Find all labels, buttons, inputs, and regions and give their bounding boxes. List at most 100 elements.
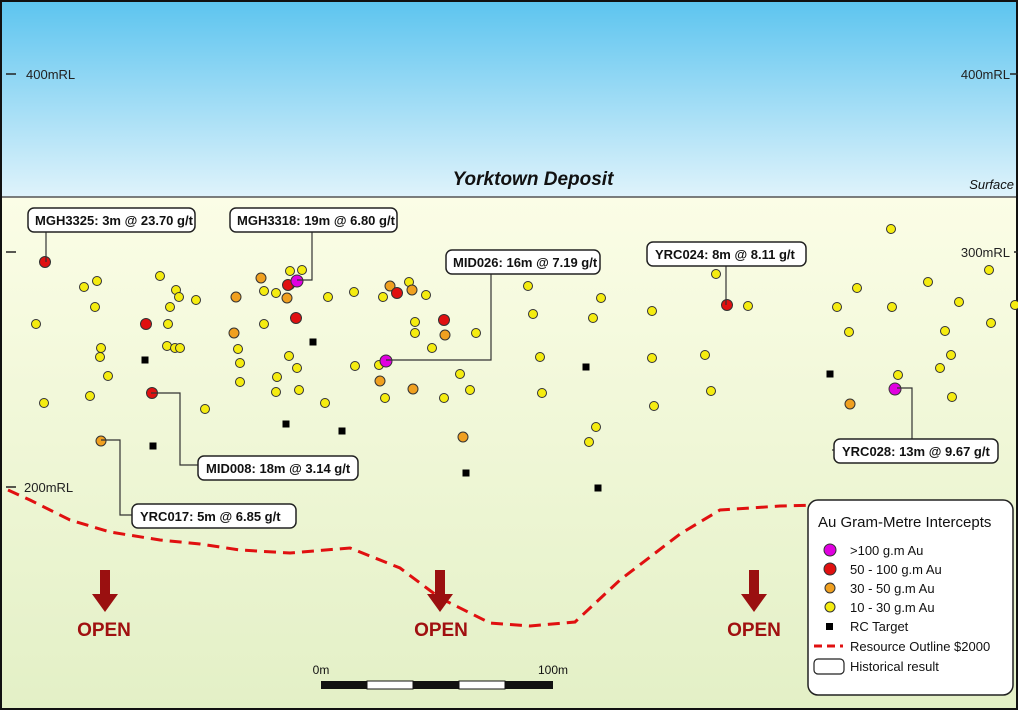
callout-mid026: MID026: 16m @ 7.19 g/t xyxy=(446,250,600,274)
intercept-10-30 xyxy=(985,266,994,275)
intercept-10-30 xyxy=(234,345,243,354)
scale-segment xyxy=(413,681,459,689)
intercept-10-30 xyxy=(351,362,360,371)
intercept-10-30 xyxy=(1011,301,1018,310)
intercept-10-30 xyxy=(924,278,933,287)
intercept-gt100 xyxy=(291,275,303,287)
level-200-left-label: 200mRL xyxy=(24,480,73,495)
legend: Au Gram-Metre Intercepts >100 g.m Au 50 … xyxy=(808,500,1013,695)
legend-swatch-10-30 xyxy=(825,602,835,612)
intercept-30-50 xyxy=(231,292,241,302)
callout-yrc017: YRC017: 5m @ 6.85 g/t xyxy=(132,504,296,528)
callout-mgh3318: MGH3318: 19m @ 6.80 g/t xyxy=(230,208,397,232)
intercept-10-30 xyxy=(175,293,184,302)
intercept-10-30 xyxy=(948,393,957,402)
intercept-50-100 xyxy=(291,313,302,324)
legend-swatch-historical xyxy=(814,659,844,674)
section-title: Yorktown Deposit xyxy=(453,169,614,190)
intercept-10-30 xyxy=(272,388,281,397)
surface-label: Surface xyxy=(969,177,1014,192)
callout-label: MID026: 16m @ 7.19 g/t xyxy=(453,255,598,270)
intercept-10-30 xyxy=(456,370,465,379)
intercept-10-30 xyxy=(947,351,956,360)
scale-segment xyxy=(367,681,413,689)
intercept-10-30 xyxy=(941,327,950,336)
callout-yrc024: YRC024: 8m @ 8.11 g/t xyxy=(647,242,806,266)
intercept-30-50 xyxy=(229,328,239,338)
intercept-10-30 xyxy=(536,353,545,362)
intercept-10-30 xyxy=(466,386,475,395)
intercept-10-30 xyxy=(472,329,481,338)
scale-segment xyxy=(505,681,553,689)
intercept-10-30 xyxy=(707,387,716,396)
level-400-right-label: 400mRL xyxy=(961,67,1010,82)
legend-swatch-gt100 xyxy=(824,544,836,556)
intercept-30-50 xyxy=(408,384,418,394)
intercept-10-30 xyxy=(422,291,431,300)
intercept-10-30 xyxy=(650,402,659,411)
intercept-10-30 xyxy=(833,303,842,312)
scale-segment xyxy=(321,681,367,689)
callout-label: YRC028: 13m @ 9.67 g/t xyxy=(842,444,990,459)
rc-target-marker xyxy=(827,371,834,378)
intercept-10-30 xyxy=(936,364,945,373)
intercept-10-30 xyxy=(744,302,753,311)
legend-label-gt100: >100 g.m Au xyxy=(850,543,923,558)
intercept-10-30 xyxy=(955,298,964,307)
intercept-10-30 xyxy=(164,320,173,329)
intercept-30-50 xyxy=(458,432,468,442)
rc-target-marker xyxy=(283,421,290,428)
intercept-10-30 xyxy=(32,320,41,329)
intercept-10-30 xyxy=(236,378,245,387)
rc-target-marker xyxy=(583,364,590,371)
intercept-10-30 xyxy=(295,386,304,395)
legend-label-30-50: 30 - 50 g.m Au xyxy=(850,581,935,596)
legend-swatch-50-100 xyxy=(824,563,836,575)
intercept-10-30 xyxy=(156,272,165,281)
rc-target-marker xyxy=(339,428,346,435)
legend-label-rc-target: RC Target xyxy=(850,619,909,634)
intercept-10-30 xyxy=(411,318,420,327)
callout-mgh3325: MGH3325: 3m @ 23.70 g/t xyxy=(28,208,195,232)
intercept-10-30 xyxy=(648,354,657,363)
intercept-10-30 xyxy=(894,371,903,380)
intercept-10-30 xyxy=(91,303,100,312)
intercept-10-30 xyxy=(260,287,269,296)
intercept-30-50 xyxy=(407,285,417,295)
intercept-10-30 xyxy=(93,277,102,286)
intercept-10-30 xyxy=(192,296,201,305)
intercept-50-100 xyxy=(439,315,450,326)
intercept-10-30 xyxy=(887,225,896,234)
intercept-10-30 xyxy=(589,314,598,323)
scale-start-label: 0m xyxy=(313,663,330,677)
intercept-10-30 xyxy=(538,389,547,398)
callout-yrc028: YRC028: 13m @ 9.67 g/t xyxy=(834,439,998,463)
legend-label-historical: Historical result xyxy=(850,659,939,674)
intercept-50-100 xyxy=(40,257,51,268)
intercept-10-30 xyxy=(987,319,996,328)
intercept-10-30 xyxy=(701,351,710,360)
intercept-10-30 xyxy=(273,373,282,382)
intercept-10-30 xyxy=(285,352,294,361)
intercept-10-30 xyxy=(272,289,281,298)
intercept-30-50 xyxy=(440,330,450,340)
intercept-10-30 xyxy=(96,353,105,362)
intercept-10-30 xyxy=(80,283,89,292)
intercept-gt100 xyxy=(380,355,392,367)
intercept-10-30 xyxy=(166,303,175,312)
scale-segment xyxy=(459,681,505,689)
level-300-right-label: 300mRL xyxy=(961,245,1010,260)
rc-target-marker xyxy=(595,485,602,492)
intercept-10-30 xyxy=(86,392,95,401)
intercept-10-30 xyxy=(260,320,269,329)
intercept-10-30 xyxy=(176,344,185,353)
legend-label-50-100: 50 - 100 g.m Au xyxy=(850,562,942,577)
intercept-30-50 xyxy=(96,436,106,446)
callout-label: YRC024: 8m @ 8.11 g/t xyxy=(655,247,796,262)
intercept-10-30 xyxy=(381,394,390,403)
intercept-10-30 xyxy=(97,344,106,353)
intercept-10-30 xyxy=(104,372,113,381)
square-marker-icon xyxy=(826,623,833,630)
intercept-50-100 xyxy=(722,300,733,311)
